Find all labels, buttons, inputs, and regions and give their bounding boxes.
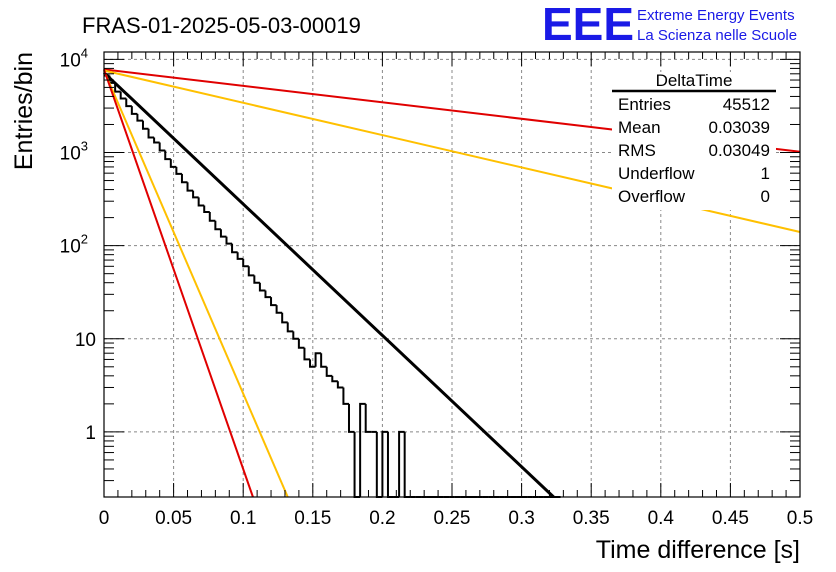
- x-tick-label: 0.1: [230, 508, 256, 529]
- x-tick-label: 0.45: [712, 508, 749, 529]
- x-axis: 0 0.05 0.1 0.15 0.2 0.25 0.3 0.35 0.4 0.45 0.5: [99, 52, 813, 529]
- histogram-bin: [258, 282, 266, 292]
- x-tick-label: 0.5: [787, 508, 813, 529]
- stats-rows: Entries 45512 Mean 0.03039 RMS 0.03049 Underfl…: [618, 95, 770, 206]
- histogram-bin: [219, 229, 227, 238]
- histogram-bin: [398, 430, 405, 497]
- histogram-bin: [125, 98, 132, 108]
- histogram-bin: [214, 220, 221, 231]
- stats-box: DeltaTime Entries 45512 Mean 0.03039 RMS 0.03…: [612, 71, 776, 210]
- histogram-bin: [130, 106, 138, 115]
- stats-value: 0: [761, 187, 770, 206]
- x-axis-title: Time difference [s]: [596, 536, 800, 564]
- eee-logo: EEE Extreme Energy Events La Scienza nel…: [542, 0, 797, 50]
- stats-box-bg: [612, 72, 776, 210]
- y-tick-label: 104: [60, 45, 88, 71]
- y-tick-label: 1: [85, 423, 96, 444]
- stats-box-title: DeltaTime: [656, 71, 733, 90]
- histogram-bin: [164, 150, 171, 161]
- chart-title: FRAS-01-2025-05-03-00019: [82, 13, 361, 38]
- x-tick-label: 0.3: [508, 508, 534, 529]
- x-tick-label: 0.4: [648, 508, 675, 529]
- histogram-bin: [153, 137, 160, 144]
- histogram-bin: [325, 366, 333, 377]
- x-tick-label: 0.2: [369, 508, 395, 529]
- y-tick-label: 10: [75, 330, 96, 351]
- histogram-bin: [286, 322, 294, 333]
- histogram-bin: [236, 252, 244, 260]
- histogram-bin: [192, 190, 199, 199]
- histogram-bin: [225, 236, 233, 245]
- histogram-bin: [275, 305, 283, 314]
- histogram-bin: [331, 375, 338, 383]
- stats-label: RMS: [618, 141, 656, 160]
- histogram-bin: [119, 91, 127, 100]
- histogram-bin: [347, 403, 355, 433]
- histogram-bin: [208, 211, 216, 222]
- histogram-bin: [231, 243, 238, 254]
- histogram-bin: [247, 266, 255, 277]
- fit-line: [103, 69, 254, 498]
- stats-value: 1: [761, 164, 770, 183]
- histogram-bin: [309, 359, 316, 368]
- fit-line: [102, 71, 555, 499]
- logo-line-1: Extreme Energy Events: [637, 7, 795, 24]
- stats-label: Underflow: [618, 164, 695, 183]
- x-tick-label: 0.25: [434, 508, 471, 529]
- y-axis-title: Entries/bin: [10, 52, 38, 170]
- histogram-bin: [175, 166, 182, 175]
- histogram-bin: [403, 431, 411, 498]
- histogram-bin: [141, 120, 149, 130]
- x-tick-label: 0.05: [155, 508, 192, 529]
- histogram-bin: [242, 258, 249, 268]
- histogram-bin: [303, 347, 311, 361]
- y-tick-label: 103: [60, 139, 88, 165]
- histogram-bin: [342, 387, 349, 405]
- stats-label: Entries: [618, 95, 671, 114]
- x-tick-label: 0.15: [294, 508, 331, 529]
- y-tick-label: 102: [60, 232, 88, 258]
- histogram-bin: [203, 205, 210, 213]
- histogram-bin: [364, 403, 372, 433]
- stats-value: 0.03049: [709, 141, 770, 160]
- histogram-bin: [381, 430, 388, 497]
- histogram-bin: [314, 352, 322, 367]
- histogram-bin: [386, 431, 394, 498]
- histogram-bin: [253, 275, 260, 284]
- stats-label: Overflow: [618, 187, 686, 206]
- stats-value: 45512: [723, 95, 770, 114]
- histogram-bin: [320, 353, 327, 368]
- histogram-bin: [336, 381, 344, 389]
- histogram-bin: [169, 159, 177, 168]
- histogram-bin: [114, 82, 121, 93]
- histogram-bin: [136, 113, 143, 122]
- histogram-bin: [281, 312, 288, 324]
- histogram-bin: [264, 290, 272, 299]
- histogram-bin: [297, 338, 305, 349]
- histogram-bin: [292, 331, 299, 340]
- x-tick-label: 0: [99, 508, 110, 529]
- stats-value: 0.03039: [709, 118, 770, 137]
- histogram-bin: [180, 173, 188, 184]
- stats-label: Mean: [618, 118, 661, 137]
- histogram-bin: [197, 197, 205, 207]
- histogram-bin: [359, 402, 366, 497]
- histogram-bin: [186, 182, 194, 192]
- histogram-bin: [270, 297, 277, 307]
- fit-line: [103, 70, 289, 498]
- fit-lines: [102, 68, 801, 499]
- logo-text: EEE: [542, 0, 634, 50]
- x-tick-label: 0.35: [573, 508, 610, 529]
- histogram-bin: [158, 142, 166, 152]
- histogram-bin: [147, 128, 155, 139]
- logo-line-2: La Scienza nelle Scuole: [637, 27, 797, 44]
